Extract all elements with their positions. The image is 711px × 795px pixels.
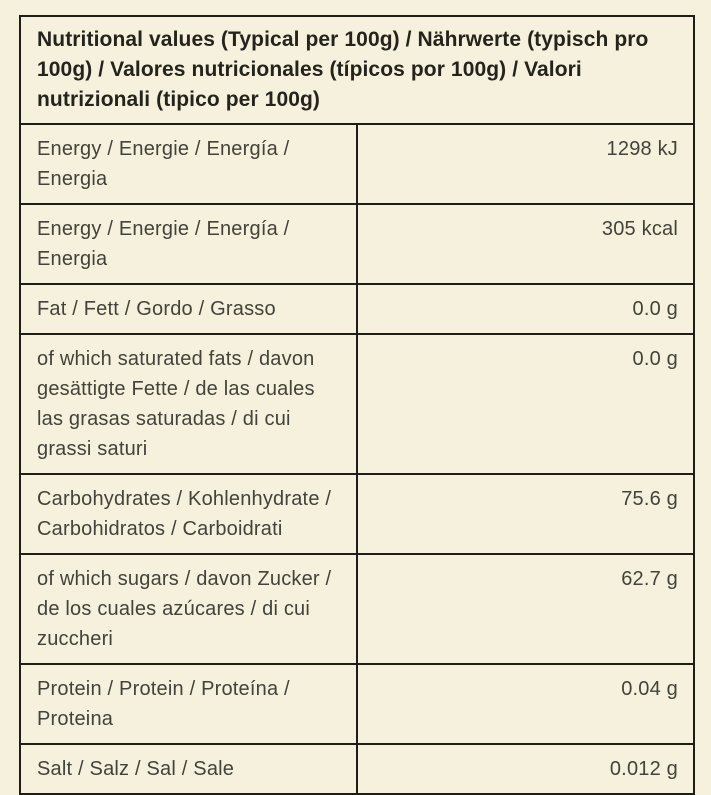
table-row: Fat / Fett / Gordo / Grasso 0.0 g [19, 283, 695, 335]
nutrient-label-sugars: of which sugars / davon Zucker / de los … [19, 553, 358, 665]
nutrient-value-salt: 0.012 g [356, 743, 695, 795]
nutrient-value-fat: 0.0 g [356, 283, 695, 335]
nutrient-label-salt: Salt / Salz / Sal / Sale [19, 743, 358, 795]
table-row: of which saturated fats / davon gesättig… [19, 333, 695, 475]
nutrient-label-carbohydrates: Carbohydrates / Kohlenhydrate / Carbohid… [19, 473, 358, 555]
nutrition-table-header: Nutritional values (Typical per 100g) / … [19, 15, 695, 125]
nutrient-label-saturated-fats: of which saturated fats / davon gesättig… [19, 333, 358, 475]
nutrient-value-energy-kcal: 305 kcal [356, 203, 695, 285]
table-row: Energy / Energie / Energía / Energia 305… [19, 203, 695, 285]
nutrient-label-protein: Protein / Protein / Proteína / Proteina [19, 663, 358, 745]
nutrient-value-saturated-fats: 0.0 g [356, 333, 695, 475]
nutrient-value-energy-kj: 1298 kJ [356, 123, 695, 205]
nutrient-label-energy-kcal: Energy / Energie / Energía / Energia [19, 203, 358, 285]
table-title: Nutritional values (Typical per 100g) / … [19, 15, 695, 125]
header-row: Nutritional values (Typical per 100g) / … [19, 15, 695, 125]
table-row: of which sugars / davon Zucker / de los … [19, 553, 695, 665]
nutrient-value-carbohydrates: 75.6 g [356, 473, 695, 555]
table-row: Carbohydrates / Kohlenhydrate / Carbohid… [19, 473, 695, 555]
nutrition-table-body: Energy / Energie / Energía / Energia 129… [19, 123, 695, 795]
nutrient-label-fat: Fat / Fett / Gordo / Grasso [19, 283, 358, 335]
table-row: Salt / Salz / Sal / Sale 0.012 g [19, 743, 695, 795]
nutrition-table: Nutritional values (Typical per 100g) / … [19, 15, 695, 795]
nutrient-label-energy-kj: Energy / Energie / Energía / Energia [19, 123, 358, 205]
table-row: Protein / Protein / Proteína / Proteina … [19, 663, 695, 745]
nutrient-value-protein: 0.04 g [356, 663, 695, 745]
page-background: { "colors": { "background": "#f5f1dc", "… [19, 15, 695, 795]
nutrient-value-sugars: 62.7 g [356, 553, 695, 665]
table-row: Energy / Energie / Energía / Energia 129… [19, 123, 695, 205]
